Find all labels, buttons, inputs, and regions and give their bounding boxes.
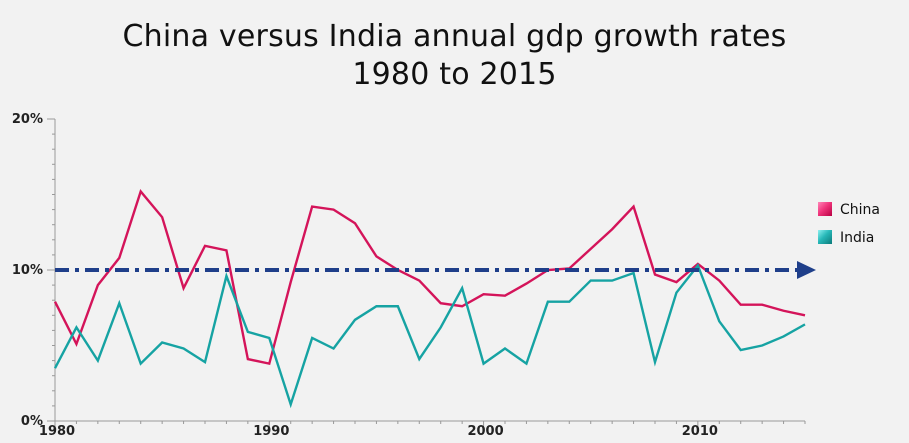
chart-title-line-2: 1980 to 2015 (352, 57, 557, 92)
reference-line-layer (55, 261, 816, 279)
x-tick-label: 1990 (253, 424, 289, 439)
series-line-china (53, 189, 806, 366)
legend-label-india: India (840, 230, 874, 246)
chart-title: China versus India annual gdp growth rat… (0, 18, 909, 94)
y-tick-label: 10% (12, 263, 43, 278)
axes: 0% 10% 20% 1980 1990 2000 2010 (12, 112, 806, 439)
legend: China India (818, 202, 880, 246)
series-line-india (53, 263, 806, 409)
reference-line-arrowhead (797, 261, 816, 279)
legend-swatch-india (818, 230, 832, 244)
y-tick-label: 0% (21, 414, 43, 429)
legend-label-china: China (840, 202, 880, 218)
x-tick-label: 2000 (467, 424, 503, 439)
x-tick-label: 1980 (39, 424, 75, 439)
chart-title-line-1: China versus India annual gdp growth rat… (122, 19, 787, 54)
legend-swatch-china (818, 202, 832, 216)
series-layer (53, 189, 806, 409)
x-tick-label: 2010 (682, 424, 718, 439)
y-tick-label: 20% (12, 112, 43, 127)
